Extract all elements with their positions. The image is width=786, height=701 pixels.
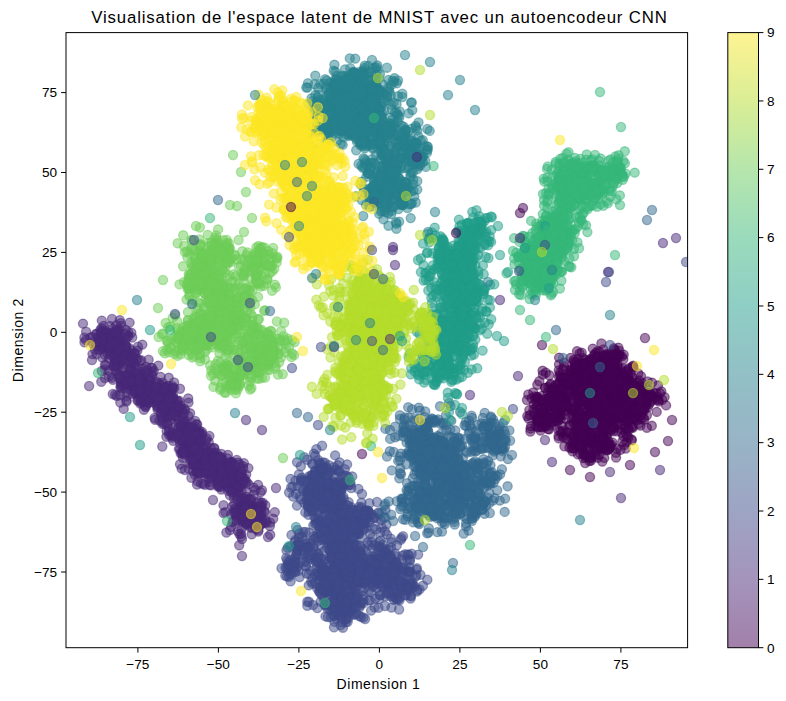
svg-text:50: 50 [42,165,58,180]
svg-text:2: 2 [767,504,775,519]
svg-text:Dimension 1: Dimension 1 [337,676,421,692]
svg-text:6: 6 [767,230,775,245]
svg-text:25: 25 [452,657,467,672]
svg-text:4: 4 [767,367,775,382]
svg-text:8: 8 [767,94,775,109]
svg-text:0: 0 [50,325,58,340]
svg-text:−50: −50 [34,485,57,500]
svg-text:25: 25 [42,245,57,260]
svg-text:75: 75 [42,85,57,100]
svg-text:0: 0 [767,641,775,656]
svg-text:75: 75 [613,657,628,672]
svg-text:−75: −75 [126,657,149,672]
svg-text:−50: −50 [207,657,230,672]
svg-text:−25: −25 [287,657,310,672]
svg-text:−25: −25 [34,405,57,420]
svg-text:−75: −75 [34,565,57,580]
svg-text:9: 9 [767,25,775,40]
svg-text:0: 0 [376,657,384,672]
svg-text:50: 50 [533,657,549,672]
svg-text:1: 1 [767,572,775,587]
svg-text:Dimension 2: Dimension 2 [11,298,27,382]
svg-text:7: 7 [767,162,775,177]
svg-text:Visualisation de l'espace late: Visualisation de l'espace latent de MNIS… [91,8,667,27]
svg-text:5: 5 [767,299,775,314]
svg-text:3: 3 [767,435,775,450]
